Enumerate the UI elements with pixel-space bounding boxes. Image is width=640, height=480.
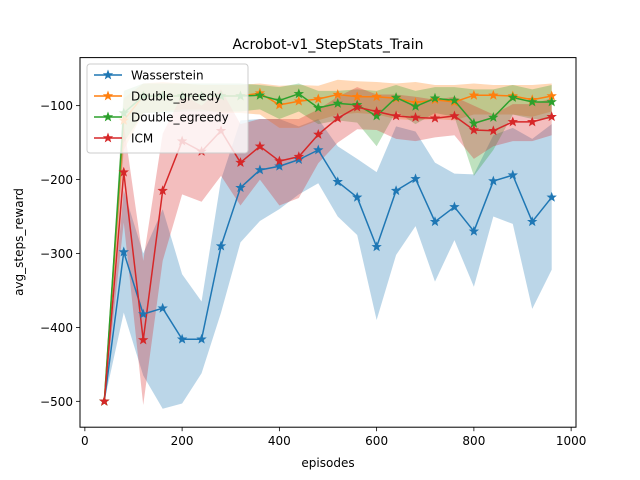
point-icm [390, 110, 402, 121]
y-tick-label: −200 [40, 173, 73, 187]
y-tick-label: −300 [40, 247, 73, 261]
plot-area-frame [79, 57, 577, 428]
point-double-greedy [371, 91, 382, 102]
point-icm [371, 106, 382, 116]
point-icm [118, 166, 129, 177]
point-wasserstein [235, 182, 246, 193]
x-tick-label: 400 [268, 434, 291, 448]
point-wasserstein [410, 173, 421, 184]
point-double-greedy [313, 93, 324, 104]
point-double-egreedy [332, 97, 343, 108]
point-icm [429, 112, 441, 123]
point-icm [468, 124, 480, 135]
point-double-egreedy [449, 95, 460, 105]
legend-label-wasserstein: Wasserstein [131, 69, 204, 83]
point-wasserstein [527, 216, 538, 227]
point-wasserstein [176, 333, 188, 344]
point-wasserstein [215, 240, 227, 251]
point-double-greedy [293, 95, 305, 106]
point-wasserstein [196, 333, 207, 344]
point-icm [274, 155, 285, 166]
point-double-egreedy [254, 89, 266, 100]
point-icm [488, 125, 499, 136]
x-tick-label: 1000 [556, 434, 587, 448]
point-double-greedy [332, 89, 343, 99]
point-wasserstein [546, 191, 557, 202]
band-double-egreedy [104, 83, 552, 402]
legend-box [86, 63, 249, 154]
legend-marker-double-greedy [102, 90, 114, 101]
series-line-wasserstein [103, 149, 553, 402]
point-wasserstein [332, 176, 343, 187]
point-icm [157, 185, 168, 196]
point-icm [254, 140, 266, 151]
point-wasserstein [449, 201, 460, 212]
point-double-egreedy [527, 96, 538, 107]
point-double-egreedy [410, 100, 421, 111]
y-axis-label: avg_steps_reward [12, 188, 26, 296]
point-double-greedy [488, 89, 499, 100]
y-axis-ticks: −500 −400 −300 −200 −100 [40, 99, 80, 409]
band-icm [104, 87, 552, 406]
point-double-egreedy [429, 92, 441, 103]
x-tick-label: 600 [365, 434, 388, 448]
point-double-egreedy [313, 102, 324, 113]
point-wasserstein [313, 144, 324, 155]
point-double-egreedy [507, 92, 518, 102]
point-double-egreedy [390, 92, 402, 102]
point-icm [235, 157, 246, 167]
point-icm [99, 395, 110, 406]
point-icm [449, 110, 460, 121]
point-wasserstein [118, 246, 129, 257]
point-double-egreedy [274, 95, 285, 105]
point-wasserstein [254, 164, 266, 175]
legend: Wasserstein Double_greedy Double_egreedy IC… [86, 63, 249, 154]
point-icm [138, 334, 149, 345]
point-wasserstein [157, 302, 168, 313]
point-wasserstein [351, 191, 363, 202]
point-icm [332, 112, 343, 123]
point-double-greedy [351, 91, 363, 102]
point-double-greedy [274, 99, 285, 110]
point-icm [507, 116, 518, 127]
point-double-egreedy [293, 88, 305, 99]
legend-label-double-egreedy: Double_egreedy [131, 111, 229, 125]
point-double-egreedy [546, 96, 557, 107]
point-wasserstein [274, 160, 285, 171]
point-wasserstein [293, 154, 305, 165]
point-icm [293, 151, 305, 162]
x-tick-label: 200 [171, 434, 194, 448]
legend-marker-wasserstein [102, 69, 114, 80]
point-double-egreedy [488, 112, 499, 122]
point-icm [313, 129, 324, 139]
x-axis-label: episodes [301, 456, 354, 470]
point-double-egreedy [371, 110, 382, 121]
y-tick-label: −100 [40, 99, 73, 113]
y-tick-label: −400 [40, 321, 73, 335]
y-tick-label: −500 [40, 395, 73, 409]
x-tick-label: 0 [81, 434, 89, 448]
legend-marker-double-egreedy [102, 111, 114, 122]
point-wasserstein [390, 185, 402, 196]
point-wasserstein [429, 216, 441, 227]
point-wasserstein [468, 225, 480, 236]
legend-label-icm: ICM [131, 132, 153, 146]
point-double-greedy [468, 89, 480, 100]
legend-marker-icm [102, 132, 114, 143]
chart-title: Acrobot-v1_StepStats_Train [232, 37, 423, 53]
point-icm [351, 101, 363, 112]
point-icm [527, 116, 538, 127]
band-wasserstein [104, 118, 552, 409]
point-wasserstein [138, 308, 149, 319]
x-axis-ticks: 0 200 400 600 800 1000 [81, 427, 586, 448]
point-wasserstein [507, 169, 518, 180]
point-icm [410, 112, 421, 122]
legend-label-double-greedy: Double_greedy [131, 90, 221, 104]
point-icm [546, 111, 557, 122]
x-tick-label: 800 [462, 434, 485, 448]
point-wasserstein [488, 175, 499, 186]
point-wasserstein [371, 241, 382, 252]
